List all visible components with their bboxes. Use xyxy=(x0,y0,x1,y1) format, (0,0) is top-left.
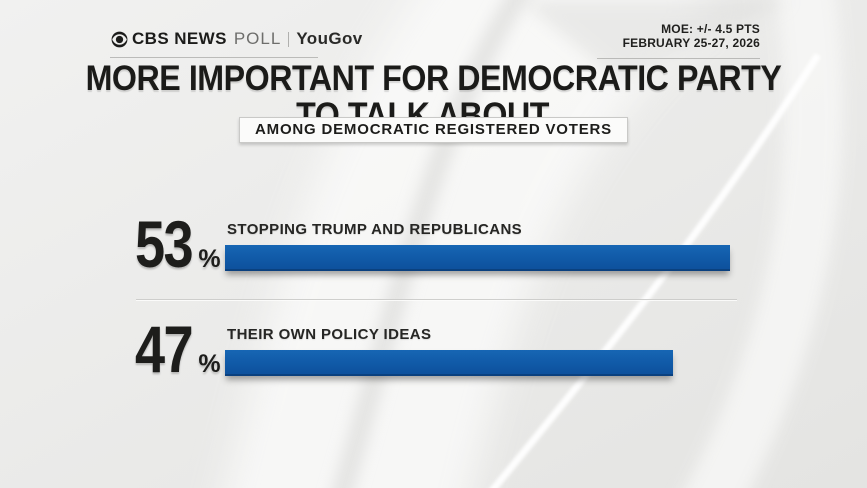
brand-header: CBS NEWS POLL YouGov xyxy=(110,29,363,49)
bar-group: STOPPING TRUMP AND REPUBLICANS xyxy=(225,221,730,271)
brand-divider xyxy=(288,31,290,47)
margin-of-error: MOE: +/- 4.5 PTS xyxy=(661,22,760,36)
subtitle-badge: AMONG DEMOCRATIC REGISTERED VOTERS xyxy=(239,117,628,143)
cbs-eye-icon xyxy=(111,31,128,47)
brand-yougov-label: YouGov xyxy=(296,29,363,48)
bar-row-policy-ideas: 47 % THEIR OWN POLICY IDEAS xyxy=(135,312,673,386)
poll-dates: FEBRUARY 25-27, 2026 xyxy=(622,36,760,51)
percent-sign: % xyxy=(198,349,221,378)
bar-value: 53 % xyxy=(135,207,223,281)
brand-underline xyxy=(110,57,318,58)
brand-cbs-news: CBS NEWS xyxy=(110,29,227,49)
bar-group: THEIR OWN POLICY IDEAS xyxy=(225,326,673,376)
percent-sign: % xyxy=(198,244,221,273)
bar-value: 47 % xyxy=(135,312,223,386)
poll-meta-underline xyxy=(597,58,760,59)
bar-stopping-trump xyxy=(225,244,730,271)
bar-label: THEIR OWN POLICY IDEAS xyxy=(227,325,432,343)
bar-row-stopping-trump: 53 % STOPPING TRUMP AND REPUBLICANS xyxy=(135,207,730,281)
bar-policy-ideas xyxy=(225,349,673,376)
poll-meta: MOE: +/- 4.5 PTS FEBRUARY 25-27, 2026 xyxy=(623,22,760,51)
brand-poll-label: POLL xyxy=(233,29,282,48)
title-line-1: MORE IMPORTANT FOR DEMOCRATIC PARTY xyxy=(85,59,782,98)
row-divider xyxy=(136,299,737,301)
bar-value-number: 53 xyxy=(135,207,194,281)
brand-cbs-label: CBS NEWS xyxy=(132,29,227,48)
bar-value-number: 47 xyxy=(135,312,194,386)
subtitle-row: AMONG DEMOCRATIC REGISTERED VOTERS xyxy=(0,117,867,143)
bar-label: STOPPING TRUMP AND REPUBLICANS xyxy=(227,220,523,238)
